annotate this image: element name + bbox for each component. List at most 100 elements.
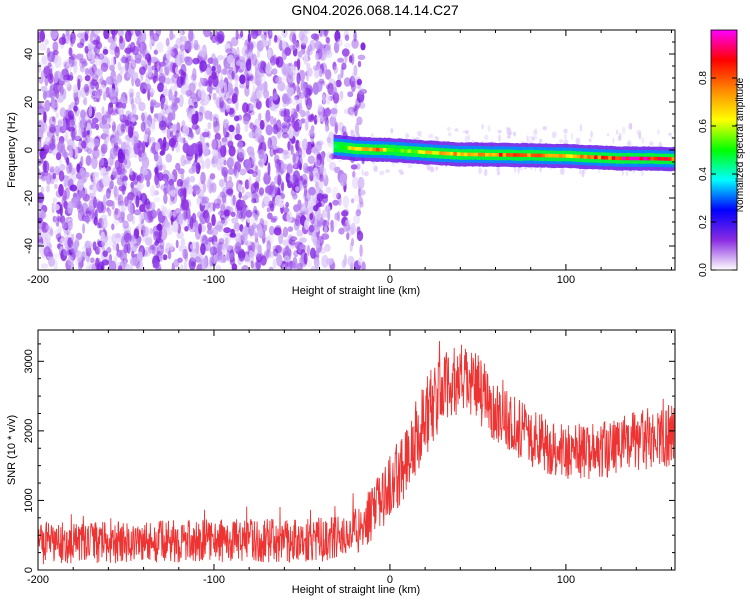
noise-speckle bbox=[288, 175, 296, 184]
noise-speckle bbox=[110, 118, 115, 126]
signal-core-cell bbox=[428, 150, 433, 155]
signal-core-cell bbox=[580, 154, 584, 159]
signal-core-cell bbox=[344, 145, 348, 150]
noise-speckle bbox=[96, 180, 104, 192]
noise-speckle bbox=[327, 82, 334, 95]
noise-speckle bbox=[254, 180, 260, 191]
noise-speckle bbox=[258, 187, 265, 196]
noise-speckle bbox=[240, 30, 244, 38]
noise-speckle bbox=[209, 246, 218, 256]
noise-speckle bbox=[163, 193, 168, 205]
noise-speckle bbox=[223, 82, 228, 94]
noise-speckle bbox=[106, 247, 112, 254]
noise-speckle bbox=[108, 253, 112, 263]
noise-speckle bbox=[344, 43, 352, 49]
noise-speckle bbox=[220, 68, 229, 75]
noise-speckle bbox=[214, 241, 218, 249]
noise-speckle bbox=[467, 134, 471, 142]
noise-speckle bbox=[315, 81, 323, 93]
noise-speckle bbox=[241, 186, 245, 194]
noise-speckle bbox=[44, 75, 49, 87]
colorbar-label: Normalized spectral amplitude bbox=[735, 77, 746, 212]
noise-speckle bbox=[305, 147, 312, 155]
noise-speckle bbox=[131, 103, 137, 116]
noise-speckle bbox=[353, 30, 357, 42]
noise-speckle bbox=[239, 168, 247, 176]
noise-speckle bbox=[50, 97, 56, 109]
noise-speckle bbox=[117, 163, 126, 175]
noise-speckle bbox=[339, 173, 347, 187]
noise-speckle bbox=[165, 153, 173, 163]
noise-speckle bbox=[269, 115, 275, 125]
signal-core-cell bbox=[439, 151, 443, 155]
noise-speckle bbox=[239, 61, 245, 71]
noise-speckle bbox=[190, 248, 198, 262]
noise-speckle bbox=[94, 91, 101, 99]
noise-speckle bbox=[581, 169, 585, 178]
noise-speckle bbox=[117, 30, 124, 38]
noise-speckle bbox=[208, 236, 214, 243]
noise-speckle bbox=[232, 54, 240, 60]
noise-speckle bbox=[180, 264, 184, 270]
noise-speckle bbox=[68, 47, 73, 57]
noise-speckle bbox=[250, 241, 256, 253]
noise-speckle bbox=[356, 230, 364, 242]
noise-speckle bbox=[244, 191, 252, 199]
noise-speckle bbox=[435, 166, 439, 171]
noise-speckle bbox=[232, 194, 236, 206]
noise-speckle bbox=[58, 170, 65, 182]
noise-speckle bbox=[65, 156, 69, 164]
noise-speckle bbox=[526, 135, 529, 142]
noise-speckle bbox=[361, 169, 364, 176]
noise-speckle bbox=[136, 40, 140, 46]
noise-speckle bbox=[161, 173, 169, 182]
noise-speckle bbox=[334, 30, 341, 43]
noise-speckle bbox=[122, 141, 129, 148]
noise-speckle bbox=[85, 210, 92, 216]
signal-core-cell bbox=[544, 153, 549, 158]
noise-speckle bbox=[162, 136, 167, 149]
noise-speckle bbox=[54, 165, 60, 176]
noise-speckle bbox=[197, 188, 205, 200]
signal-core-cell bbox=[361, 147, 366, 151]
noise-speckle bbox=[242, 45, 247, 51]
noise-speckle bbox=[327, 208, 331, 222]
noise-speckle bbox=[67, 218, 71, 232]
noise-speckle bbox=[49, 68, 53, 81]
signal-core-cell bbox=[527, 153, 531, 157]
noise-speckle bbox=[176, 122, 181, 134]
noise-speckle bbox=[97, 78, 105, 85]
noise-speckle bbox=[177, 257, 183, 263]
noise-speckle bbox=[248, 225, 255, 236]
noise-speckle bbox=[192, 67, 197, 81]
noise-speckle bbox=[103, 140, 108, 150]
noise-speckle bbox=[310, 33, 319, 40]
x-tick-label: 100 bbox=[557, 574, 575, 586]
noise-speckle bbox=[78, 122, 85, 133]
noise-speckle bbox=[102, 54, 109, 64]
noise-speckle bbox=[129, 168, 133, 176]
noise-speckle bbox=[353, 194, 361, 202]
noise-speckle bbox=[276, 159, 282, 173]
noise-speckle bbox=[100, 157, 105, 167]
noise-speckle bbox=[44, 39, 49, 45]
noise-speckle bbox=[195, 162, 201, 175]
signal-core-cell bbox=[492, 153, 496, 157]
noise-speckle bbox=[243, 239, 251, 246]
noise-speckle bbox=[150, 201, 156, 211]
noise-speckle bbox=[121, 54, 126, 64]
noise-speckle bbox=[314, 257, 320, 270]
noise-speckle bbox=[274, 174, 282, 185]
noise-speckle bbox=[266, 61, 271, 73]
noise-speckle bbox=[133, 228, 140, 239]
colorbar-tick-label: 0.6 bbox=[698, 119, 709, 133]
noise-speckle bbox=[322, 220, 330, 228]
noise-speckle bbox=[234, 134, 242, 141]
y-tick-label: -40 bbox=[23, 238, 35, 254]
noise-speckle bbox=[355, 133, 358, 138]
noise-speckle bbox=[58, 36, 67, 46]
noise-speckle bbox=[189, 165, 197, 174]
noise-speckle bbox=[308, 186, 316, 196]
signal-core-cell bbox=[397, 148, 401, 153]
signal-core-cell bbox=[590, 155, 595, 159]
